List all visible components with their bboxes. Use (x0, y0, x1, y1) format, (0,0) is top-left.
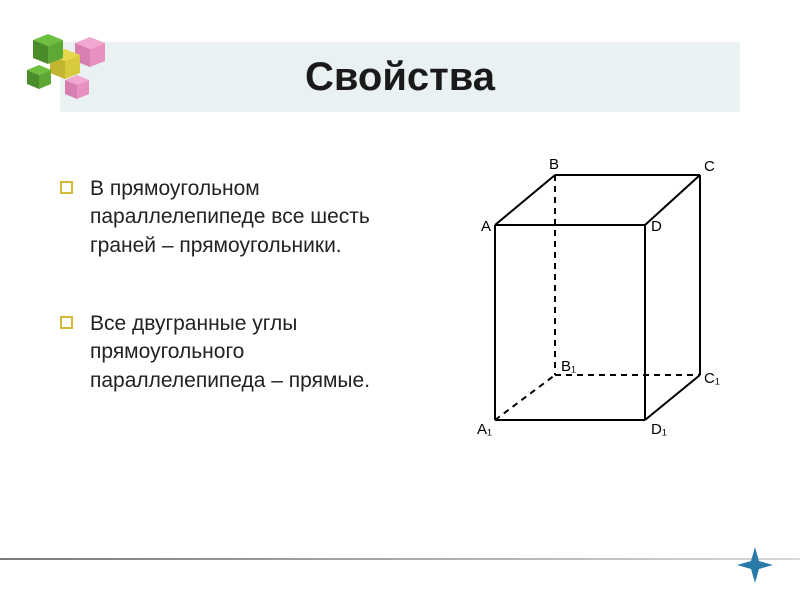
cubes-decoration-icon (25, 15, 115, 105)
bullet-text: В прямоугольном параллелепипеде все шест… (78, 175, 400, 260)
svg-text:A₁: A₁ (477, 421, 492, 438)
svg-text:C: C (704, 158, 715, 175)
bullet-list: В прямоугольном параллелепипеде все шест… (60, 175, 400, 445)
bullet-item: Все двугранные углы прямоугольного парал… (60, 310, 400, 395)
svg-text:D₁: D₁ (651, 421, 667, 438)
footer-underline (0, 558, 800, 560)
bullet-text: Все двугранные углы прямоугольного парал… (78, 310, 400, 395)
page-title: Свойства (305, 55, 495, 100)
bullet-item: В прямоугольном параллелепипеде все шест… (60, 175, 400, 260)
svg-text:A: A (481, 218, 491, 235)
bullet-marker-icon (60, 181, 78, 195)
svg-text:C₁: C₁ (704, 370, 720, 387)
svg-text:B: B (549, 156, 559, 173)
next-star-icon[interactable] (735, 545, 775, 585)
parallelepiped-diagram: A B C D A₁ B₁ C₁ D₁ (475, 150, 725, 450)
svg-text:D: D (651, 218, 662, 235)
bullet-marker-icon (60, 316, 78, 330)
title-band: Свойства (60, 42, 740, 112)
svg-text:B₁: B₁ (561, 358, 576, 375)
